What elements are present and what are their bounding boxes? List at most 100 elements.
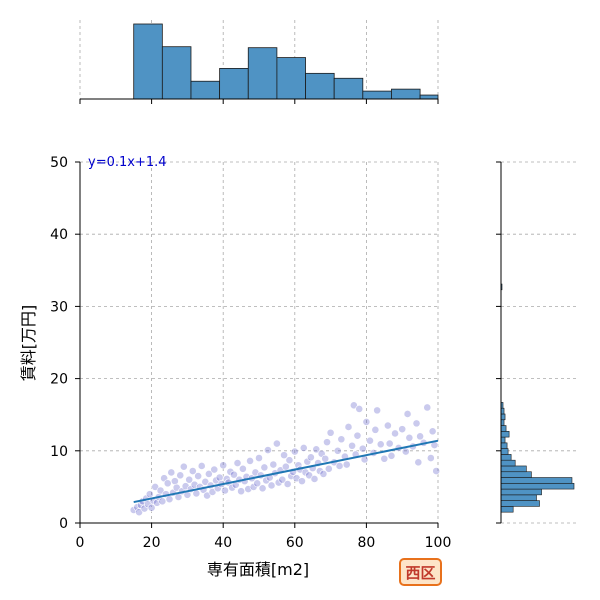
scatter-point xyxy=(349,401,358,410)
scatter-point xyxy=(423,403,432,412)
scatter-point xyxy=(376,440,385,449)
right-hist-bar xyxy=(500,448,509,455)
scatter-point xyxy=(426,454,435,462)
scatter-point xyxy=(353,431,362,440)
scatter-point xyxy=(170,477,179,486)
scatter-point xyxy=(391,429,399,438)
y-ticks: 0 10 20 30 40 50 xyxy=(50,155,80,532)
scatter-point xyxy=(237,487,245,496)
right-histogram-ticks xyxy=(496,161,501,524)
scatter-point xyxy=(264,446,272,454)
right-hist-bar xyxy=(500,442,508,449)
scatter-point xyxy=(204,470,213,478)
x-tick-label: 20 xyxy=(143,535,161,551)
top-histogram xyxy=(79,20,439,104)
scatter-point xyxy=(326,428,335,437)
scatter-point xyxy=(348,441,356,450)
scatter-point xyxy=(194,472,203,480)
scatter-point xyxy=(371,425,380,434)
scatter-point xyxy=(269,460,278,469)
scatter-point xyxy=(383,421,392,430)
scatter-point xyxy=(362,418,371,426)
right-histogram-bars xyxy=(500,283,575,513)
top-hist-bar xyxy=(219,68,249,100)
scatter-point xyxy=(172,483,181,492)
scatter-point xyxy=(219,461,228,470)
scatter-point xyxy=(176,471,185,480)
scatter-point xyxy=(385,439,394,448)
scatter-point xyxy=(323,438,331,447)
scatter-point xyxy=(380,454,389,463)
right-hist-bar xyxy=(500,471,532,478)
scatter-point xyxy=(208,488,217,496)
right-histogram xyxy=(496,161,578,524)
scatter-point xyxy=(358,444,367,453)
scatter-point xyxy=(344,423,353,431)
scatter-point xyxy=(283,480,292,488)
scatter-point xyxy=(342,460,351,469)
x-tick-label: 80 xyxy=(357,535,375,551)
right-hist-bar xyxy=(500,454,512,461)
scatter-point xyxy=(188,467,197,475)
scatter-point xyxy=(165,495,174,504)
x-tick-label: 0 xyxy=(76,535,85,551)
top-hist-bar xyxy=(391,88,421,100)
scatter-point xyxy=(298,477,306,486)
scatter-point xyxy=(337,435,346,444)
scatter-point xyxy=(158,497,167,506)
right-hist-bar xyxy=(500,459,516,467)
scatter-point xyxy=(307,453,315,462)
right-hist-bar xyxy=(500,413,506,421)
scatter-point xyxy=(179,462,188,471)
scatter-point xyxy=(373,406,382,415)
scatter-point xyxy=(238,464,247,473)
scatter-points xyxy=(129,401,441,517)
scatter-point xyxy=(221,486,229,495)
scatter-point xyxy=(167,468,176,477)
right-hist-bar xyxy=(500,482,575,490)
scatter-point xyxy=(253,479,262,488)
x-ticks: 0 20 40 60 80 100 xyxy=(76,523,452,551)
top-histogram-ticks xyxy=(79,99,439,104)
scatter-point xyxy=(147,503,156,512)
x-tick-label: 60 xyxy=(286,535,304,551)
scatter-point xyxy=(210,465,219,474)
scatter-point xyxy=(281,462,290,471)
district-badge-label: 西区 xyxy=(405,564,435,582)
scatter-point xyxy=(432,467,441,475)
top-hist-bar xyxy=(362,90,392,100)
scatter-point xyxy=(428,427,437,436)
regression-line xyxy=(133,439,439,504)
x-axis-label: 専有面積[m2] xyxy=(207,560,309,579)
top-hist-bar xyxy=(333,77,364,100)
scatter-point xyxy=(246,457,254,465)
scatter-point xyxy=(321,454,330,463)
right-hist-bar xyxy=(500,465,527,473)
regression-equation: y=0.1x+1.4 xyxy=(88,155,167,170)
scatter-point xyxy=(312,445,321,454)
y-tick-label: 20 xyxy=(50,372,68,388)
scatter-point xyxy=(185,475,194,484)
right-hist-bar xyxy=(500,425,507,432)
scatter-point xyxy=(366,436,374,445)
scatter-point xyxy=(197,462,206,470)
scatter-point xyxy=(324,464,333,473)
scatter-point xyxy=(280,451,288,460)
scatter-point xyxy=(387,451,396,460)
top-hist-bar xyxy=(133,23,163,100)
right-hist-bar xyxy=(500,477,573,484)
x-tick-label: 100 xyxy=(425,535,452,551)
scatter-point xyxy=(255,454,263,462)
scatter-point xyxy=(305,471,314,480)
scatter-point xyxy=(230,470,238,479)
y-tick-label: 50 xyxy=(50,155,68,171)
scatter-point xyxy=(215,473,224,482)
top-histogram-bars xyxy=(133,23,439,100)
x-tick-label: 40 xyxy=(214,535,232,551)
scatter-point xyxy=(258,484,267,493)
right-hist-bar xyxy=(500,436,506,444)
scatter-point xyxy=(414,458,423,467)
scatter-point xyxy=(333,446,342,455)
scatter-point xyxy=(319,470,328,478)
right-histogram-grid xyxy=(501,161,578,524)
